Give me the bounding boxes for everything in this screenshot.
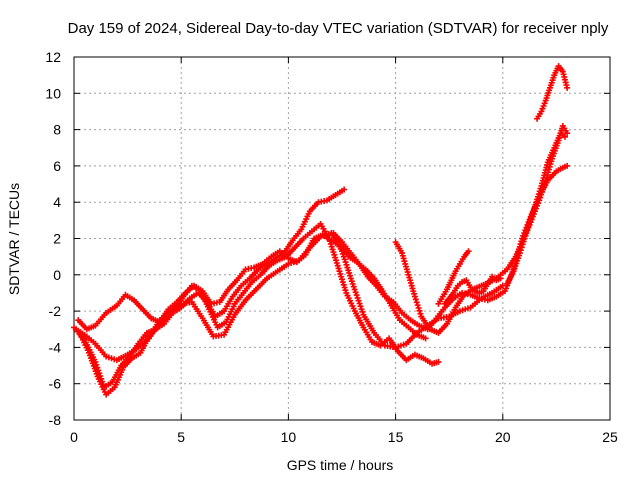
grid xyxy=(74,57,610,420)
data-point xyxy=(564,84,571,91)
series-track-5 xyxy=(330,162,571,333)
axis-ticks: 0 5 10 15 20 25 -8 -6 -4 -2 0 2 4 6 8 10 12 xyxy=(45,49,618,445)
x-tick-label: 10 xyxy=(281,429,297,445)
data-point xyxy=(465,248,472,255)
series-track-10 xyxy=(534,63,571,122)
y-tick-label: 4 xyxy=(53,194,61,210)
data-point xyxy=(354,294,361,301)
data-point xyxy=(519,241,526,248)
x-tick-label: 0 xyxy=(70,429,78,445)
data-point xyxy=(538,191,545,198)
data-point xyxy=(341,186,348,193)
series-track-8 xyxy=(435,248,472,307)
data-point xyxy=(359,308,366,315)
chart-title: Day 159 of 2024, Sidereal Day-to-day VTE… xyxy=(68,20,609,37)
data-point xyxy=(352,289,359,296)
y-tick-label: 6 xyxy=(53,158,61,174)
y-tick-label: -6 xyxy=(49,376,62,392)
data-point xyxy=(540,183,547,190)
data-point xyxy=(564,162,571,169)
data-point xyxy=(564,130,571,137)
y-tick-label: 10 xyxy=(45,85,61,101)
series-track-2 xyxy=(77,220,442,398)
x-tick-label: 20 xyxy=(495,429,511,445)
x-axis-label: GPS time / hours xyxy=(287,457,394,473)
y-tick-label: -8 xyxy=(49,412,62,428)
x-tick-label: 5 xyxy=(177,429,185,445)
data-point xyxy=(350,283,357,290)
y-axis-label: SDTVAR / TECUs xyxy=(6,183,22,295)
data-point xyxy=(353,292,360,299)
series-track-7 xyxy=(441,273,504,307)
data-point xyxy=(516,250,523,257)
y-tick-label: 2 xyxy=(53,231,61,247)
y-tick-label: 0 xyxy=(53,267,61,283)
data-point xyxy=(357,303,364,310)
data-point xyxy=(537,194,544,201)
data-point xyxy=(497,275,504,282)
x-tick-label: 25 xyxy=(602,429,618,445)
data-point xyxy=(355,297,362,304)
data-point xyxy=(539,185,546,192)
data-point xyxy=(415,304,422,311)
data-point xyxy=(416,307,423,314)
data-point xyxy=(517,247,524,254)
y-tick-label: -2 xyxy=(49,303,62,319)
data-point xyxy=(536,197,543,204)
data-point xyxy=(518,244,525,251)
series-track-6 xyxy=(392,130,568,336)
y-tick-label: -4 xyxy=(49,339,62,355)
data-point xyxy=(412,296,419,303)
data-point xyxy=(541,180,548,187)
data-point xyxy=(417,310,424,317)
data-point xyxy=(561,133,568,140)
data-point xyxy=(521,235,528,242)
series-track-9 xyxy=(504,122,571,287)
data-point xyxy=(411,293,418,300)
data-point xyxy=(435,358,442,365)
data-point xyxy=(358,306,365,313)
data-point xyxy=(414,302,421,309)
x-tick-label: 15 xyxy=(388,429,404,445)
data-point xyxy=(349,280,356,287)
y-tick-label: 12 xyxy=(45,49,61,65)
data-point xyxy=(422,335,429,342)
series-track-4 xyxy=(75,231,429,342)
data-point xyxy=(539,188,546,195)
y-tick-label: 8 xyxy=(53,122,61,138)
data-point xyxy=(356,300,363,307)
data-point xyxy=(522,232,529,239)
data-points xyxy=(71,63,571,398)
data-point xyxy=(413,299,420,306)
data-point xyxy=(520,238,527,245)
data-point xyxy=(351,286,358,293)
